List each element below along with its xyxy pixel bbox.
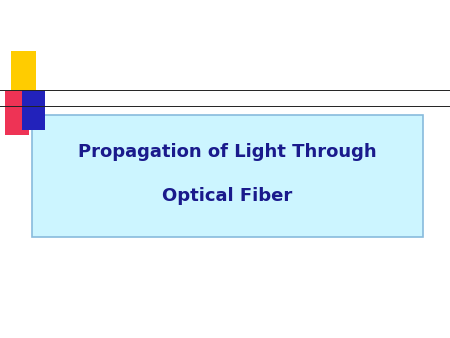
Text: Propagation of Light Through: Propagation of Light Through — [78, 143, 377, 161]
Text: Optical Fiber: Optical Fiber — [162, 187, 292, 205]
FancyBboxPatch shape — [11, 51, 36, 95]
FancyBboxPatch shape — [32, 115, 423, 237]
FancyBboxPatch shape — [4, 91, 29, 135]
FancyBboxPatch shape — [22, 90, 45, 130]
